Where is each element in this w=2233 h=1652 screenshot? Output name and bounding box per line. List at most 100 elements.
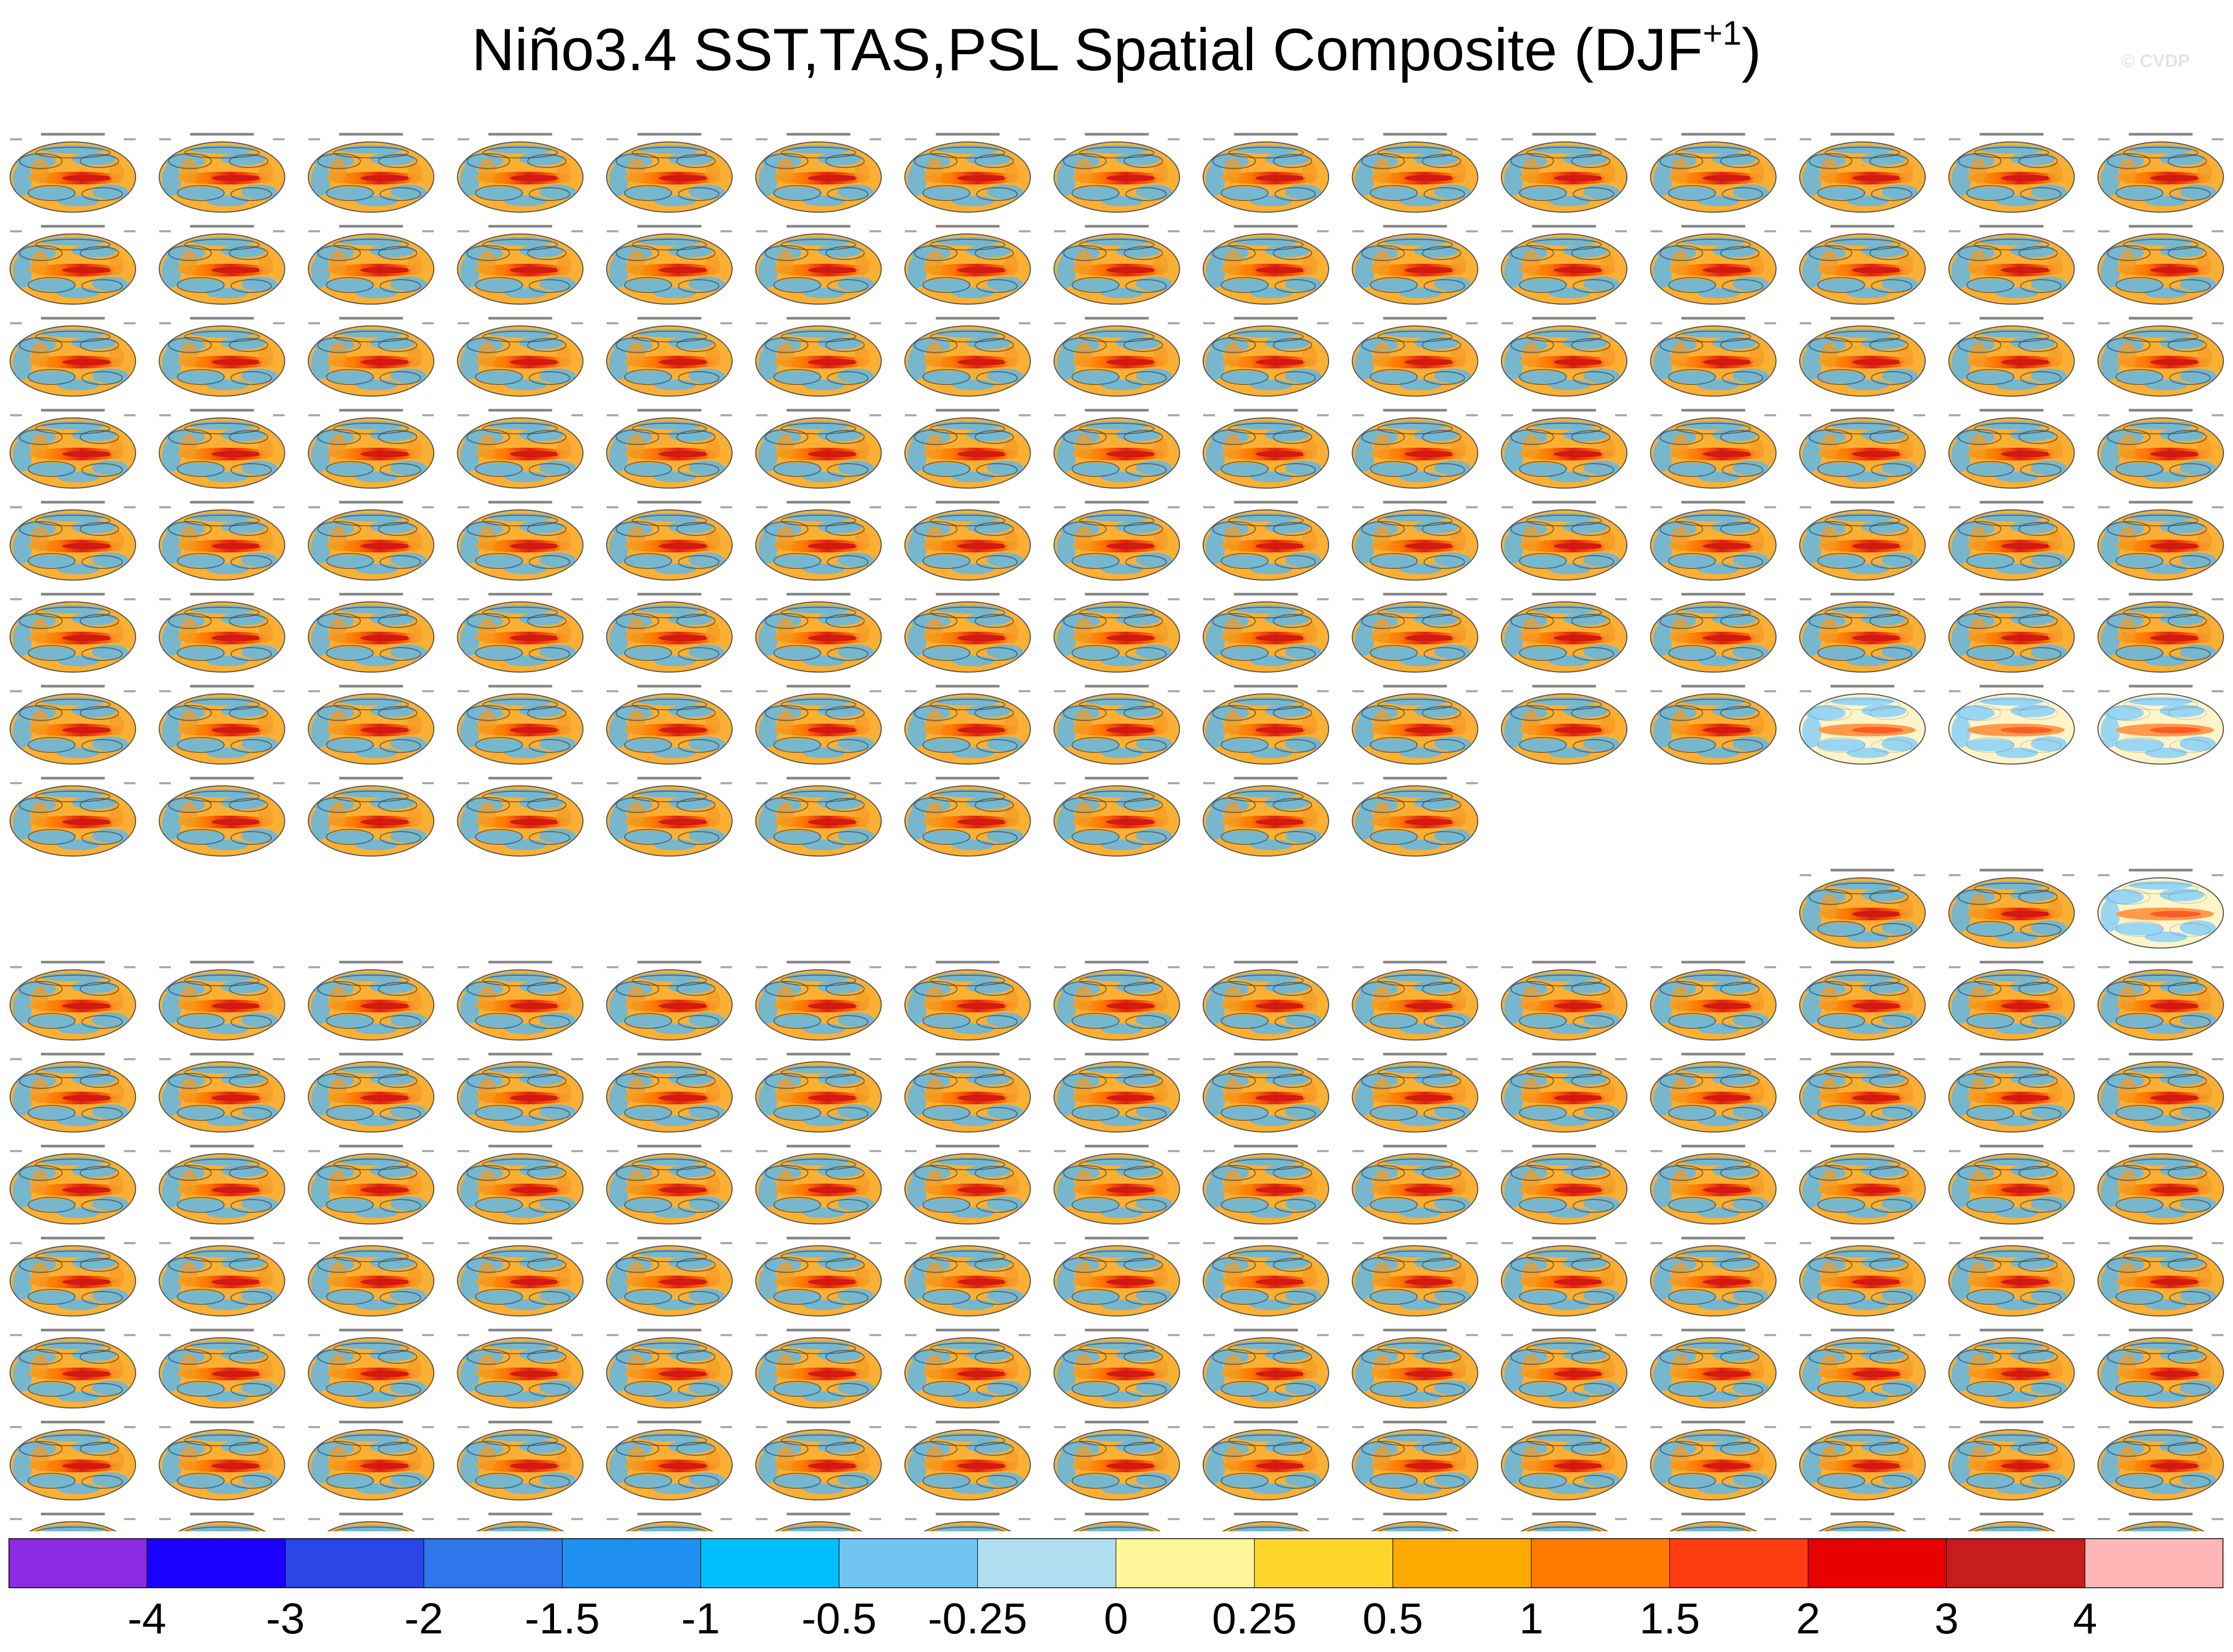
panel-caption [1085,961,1149,963]
panel-pattern-corr [571,690,583,692]
composite-panel-6-0 [10,693,136,765]
panel-years [1949,1518,1961,1520]
panel-years [2098,874,2110,876]
composite-panel-1-7 [1053,233,1180,305]
panel-caption [936,685,1000,687]
composite-panel-14-1 [158,1429,286,1500]
panel-caption [1234,1513,1298,1515]
panel-pattern-corr [2062,1426,2075,1428]
composite-panel-6-9 [1351,693,1479,765]
panel-pattern-corr [1317,966,1329,968]
panel-pattern-corr [1466,1426,1478,1428]
panel-years [607,230,618,232]
panel-years [1352,966,1364,968]
panel-years [607,782,618,784]
panel-pattern-corr [1764,506,1776,508]
panel-pattern-corr [422,690,434,692]
panel-years [10,138,22,140]
panel-caption [1383,409,1447,412]
composite-panel-0-0 [10,141,136,213]
composite-panel-4-4 [606,509,733,581]
colorbar-tick-label: -1.5 [524,1595,600,1643]
panel-years [1800,1426,1811,1428]
panel-caption [1979,1329,2044,1331]
panel-caption [1383,961,1447,963]
panel-caption [637,1053,701,1055]
composite-panel-3-1 [158,417,286,489]
panel-pattern-corr [1019,1058,1030,1060]
panel-pattern-corr [273,598,285,600]
panel-caption [1831,1513,1894,1515]
panel-caption [936,1237,1000,1239]
composite-panel-9-8 [1203,969,1329,1041]
panel-years [755,414,768,416]
panel-caption [2129,961,2193,963]
panel-years [457,782,469,784]
panel-pattern-corr [273,966,285,968]
panel-years [1501,966,1513,968]
panel-caption [488,1237,552,1239]
composite-panel-11-1 [158,1153,286,1225]
panel-years [755,782,768,784]
composite-panel-5-12 [1799,601,1926,673]
panel-years [308,782,320,784]
composite-panel-8-1 [1948,877,2075,949]
panel-caption [190,501,254,504]
panel-caption [786,685,851,687]
panel-caption [339,1421,403,1423]
composite-panel-13-6 [904,1337,1031,1408]
panel-pattern-corr [273,1334,285,1336]
composite-panel-15-0 [10,1521,136,1531]
panel-pattern-corr [124,138,136,140]
panel-years [1949,322,1961,324]
panel-caption [1383,1237,1447,1239]
panel-years [10,322,22,324]
panel-years [1650,690,1663,692]
composite-panel-6-4 [606,693,733,765]
panel-years [1650,1426,1663,1428]
composite-panel-10-10 [1501,1061,1627,1133]
panel-pattern-corr [1317,1518,1329,1520]
panel-pattern-corr [2062,690,2075,692]
colorbar-box-1 [146,1538,286,1588]
panel-caption [339,225,403,228]
panel-years [1203,782,1215,784]
panel-caption [41,1237,105,1239]
panel-pattern-corr [124,230,136,232]
composite-panel-5-4 [606,601,733,673]
panel-years [1203,1426,1215,1428]
panel-pattern-corr [1168,1518,1180,1520]
composite-panel-9-9 [1351,969,1479,1041]
panel-pattern-corr [1466,1242,1478,1244]
panel-years [457,1518,469,1520]
panel-years [308,414,320,416]
panel-years [905,230,917,232]
panel-pattern-corr [1168,414,1180,416]
composite-panel-0-5 [755,141,882,213]
composite-panel-7-5 [755,785,882,857]
composite-panel-14-2 [308,1429,434,1500]
panel-years [755,1334,768,1336]
composite-panel-13-1 [158,1337,286,1408]
panel-caption [936,593,1000,596]
composite-panel-4-8 [1203,509,1329,581]
panel-caption [41,1145,105,1147]
composite-panel-0-6 [904,141,1031,213]
panel-years [755,1242,768,1244]
panel-caption [936,317,1000,320]
panel-years [905,598,917,600]
colorbar-box-5 [700,1538,840,1588]
composite-panel-14-11 [1650,1429,1777,1500]
panel-pattern-corr [1764,1426,1776,1428]
panel-caption [1234,1053,1298,1055]
panel-pattern-corr [1168,230,1180,232]
panel-pattern-corr [2212,874,2223,876]
panel-caption [1383,777,1447,779]
panel-years [905,966,917,968]
panel-caption [2129,1513,2193,1515]
panel-years [1800,1518,1811,1520]
composite-panel-2-10 [1501,325,1627,397]
panel-years [159,1242,171,1244]
composite-panel-3-9 [1351,417,1479,489]
panel-caption [1831,593,1894,596]
